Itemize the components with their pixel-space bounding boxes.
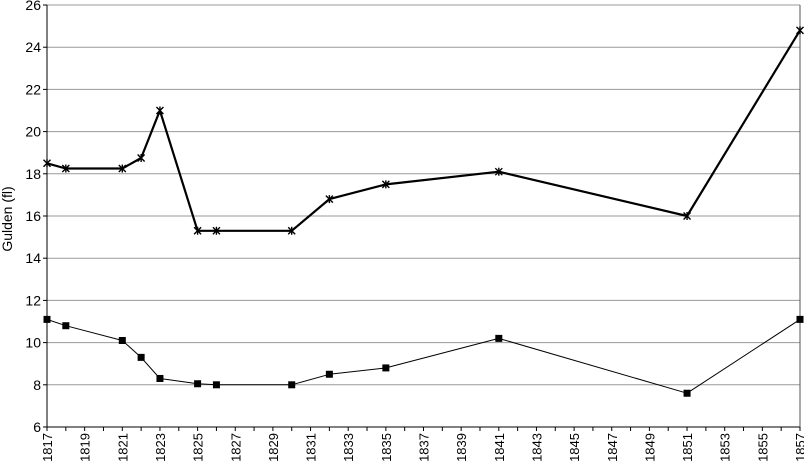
series-2-point <box>118 336 126 344</box>
x-tick-label: 1855 <box>755 433 770 462</box>
series-1-point <box>494 167 503 176</box>
series-1-point <box>118 164 127 173</box>
x-tick-label: 1853 <box>718 433 733 462</box>
series-1-point <box>212 226 221 235</box>
series-1-point <box>287 226 296 235</box>
x-tick-label: 1845 <box>567 433 582 462</box>
series-2-point <box>288 381 296 389</box>
x-tick-label: 1825 <box>191 433 206 462</box>
x-tick-label: 1817 <box>40 433 55 462</box>
x-tick-label: 1829 <box>266 433 281 462</box>
y-tick-label: 20 <box>25 124 41 140</box>
series-2-point <box>382 364 390 372</box>
series-2-point <box>495 334 503 342</box>
x-tick-label: 1819 <box>78 433 93 462</box>
series-1-point <box>155 106 164 115</box>
x-tick-label: 1851 <box>680 433 695 462</box>
axes <box>43 4 801 431</box>
series-2-line <box>46 318 801 394</box>
series-2-point <box>43 315 51 323</box>
gridlines <box>47 4 800 386</box>
series-1-line <box>46 29 801 232</box>
series-layer <box>43 26 804 397</box>
y-tick-label: 8 <box>33 377 41 393</box>
series-1-point <box>796 26 804 35</box>
y-tick-label: 22 <box>25 81 41 97</box>
x-tick-label: 1827 <box>228 433 243 462</box>
x-tick-labels: 1817 1819 1821 1823 1825 1827 1829 1831 1833 1835… <box>40 433 804 462</box>
x-tick-label: 1833 <box>341 433 356 462</box>
x-tick-label: 1821 <box>115 433 130 462</box>
series-2-point <box>796 315 804 323</box>
y-tick-label: 12 <box>25 292 41 308</box>
y-tick-label: 24 <box>25 39 41 55</box>
series-1-point <box>137 153 146 162</box>
x-tick-label: 1831 <box>304 433 319 462</box>
y-tick-labels: 6 8 10 12 14 16 18 20 22 24 26 <box>25 0 41 435</box>
x-tick-label: 1839 <box>454 433 469 462</box>
x-tick-label: 1857 <box>793 433 804 462</box>
y-tick-label: 16 <box>25 208 41 224</box>
series-1-point <box>325 195 334 204</box>
x-tick-label: 1843 <box>529 433 544 462</box>
x-tick-label: 1823 <box>153 433 168 462</box>
y-tick-label: 10 <box>25 335 41 351</box>
series-1-point <box>381 180 390 189</box>
series-1-point <box>683 212 692 220</box>
y-tick-label: 18 <box>25 166 41 182</box>
y-axis-label: Gulden (fl) <box>0 186 15 251</box>
series-2-point <box>212 381 220 389</box>
x-tick-label: 1841 <box>492 433 507 462</box>
series-2-point <box>325 370 333 378</box>
series-2-point <box>62 322 70 330</box>
x-tick-label: 1835 <box>379 433 394 462</box>
x-tick-label: 1847 <box>605 433 620 462</box>
x-tick-label: 1837 <box>417 433 432 462</box>
series-2-point <box>156 374 164 382</box>
y-tick-label: 26 <box>25 0 41 13</box>
y-tick-label: 14 <box>25 250 41 266</box>
series-2-point <box>194 380 202 388</box>
series-2-point <box>137 353 145 361</box>
series-1-point <box>43 159 51 168</box>
y-tick-label: 6 <box>33 419 41 435</box>
series-1-point <box>61 164 70 173</box>
x-tick-label: 1849 <box>642 433 657 462</box>
series-1-point <box>193 226 202 235</box>
series-2-point <box>683 389 691 397</box>
